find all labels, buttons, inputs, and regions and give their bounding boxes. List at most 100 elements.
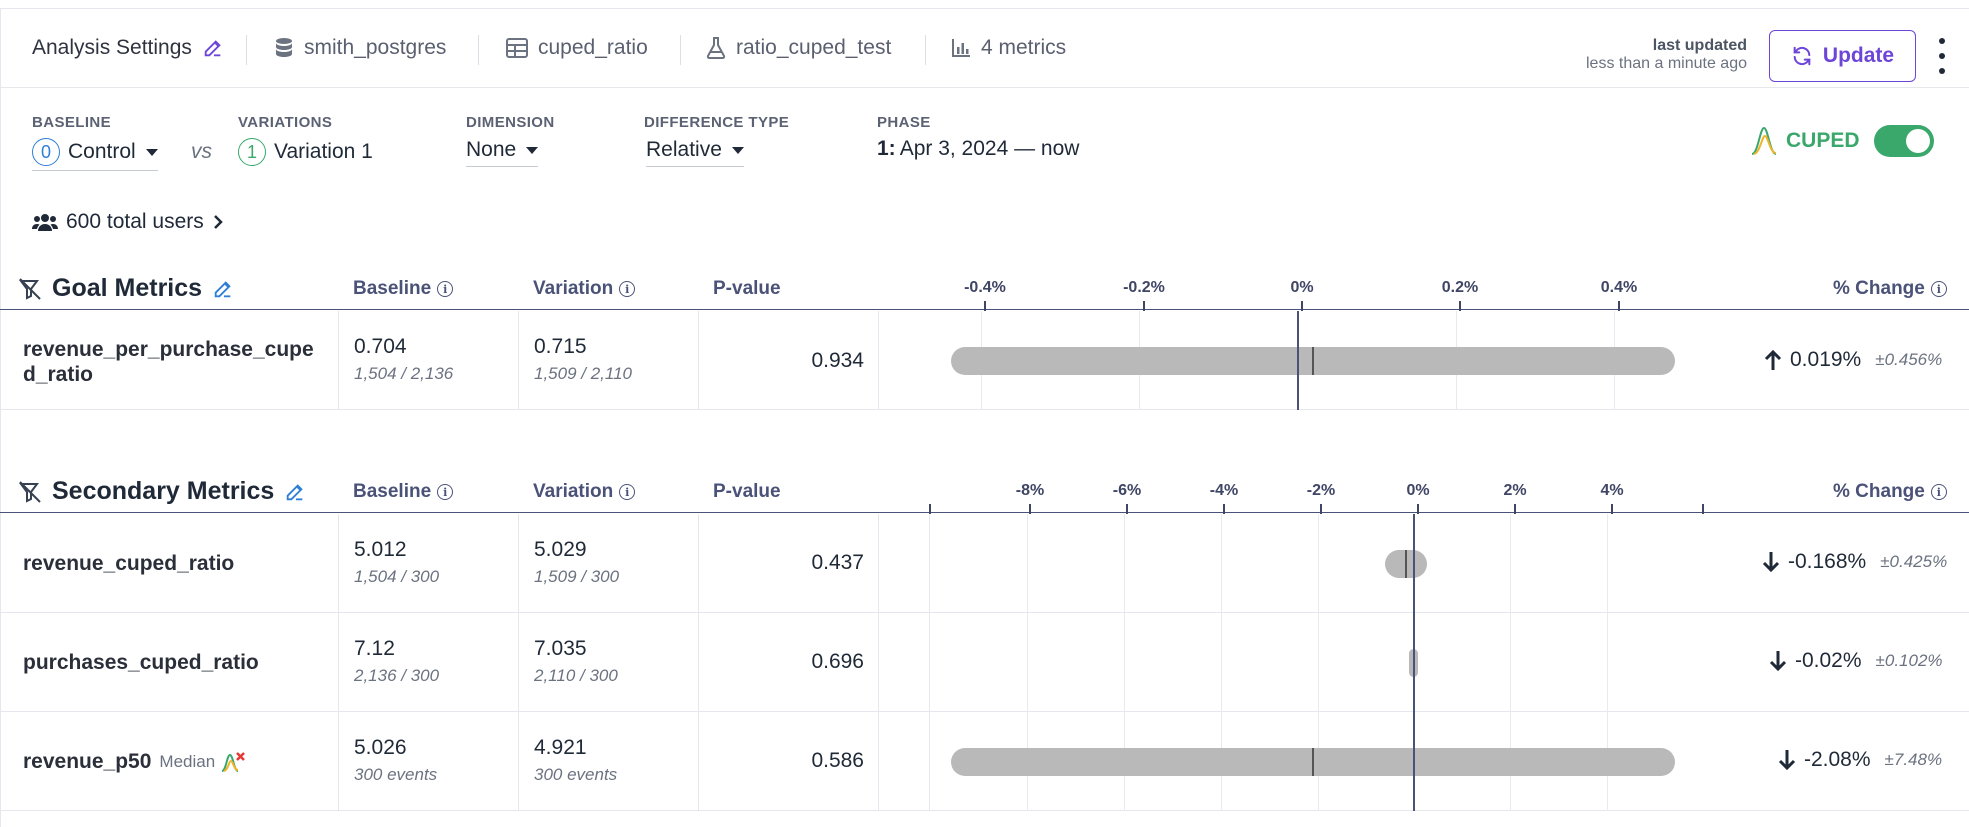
table-row[interactable]: revenue_p50 Median 5.026 300 events 4.92… bbox=[0, 712, 1969, 811]
baseline-events: 300 events bbox=[354, 765, 438, 784]
table-row[interactable]: revenue_cuped_ratio 5.012 1,504 / 300 5.… bbox=[0, 514, 1969, 613]
total-users-label: 600 total users bbox=[66, 210, 204, 233]
axis-tick-mark bbox=[1029, 504, 1031, 514]
grid-line bbox=[1124, 613, 1125, 712]
phase-value: Apr 3, 2024 — now bbox=[899, 137, 1080, 160]
axis-tick-mark bbox=[1459, 301, 1461, 311]
table-link[interactable]: cuped_ratio bbox=[506, 36, 648, 60]
flask-icon bbox=[706, 37, 726, 59]
axis-tick-label: 0.4% bbox=[1600, 279, 1638, 296]
point-estimate-mark bbox=[1312, 748, 1314, 776]
axis-tick-mark bbox=[1143, 301, 1145, 311]
variation-fraction: 1,509 / 300 bbox=[534, 567, 620, 586]
info-icon[interactable]: i bbox=[437, 281, 454, 297]
grid-line bbox=[1318, 514, 1319, 613]
info-icon[interactable]: i bbox=[619, 281, 636, 297]
edit-icon[interactable] bbox=[212, 278, 234, 300]
toolbar-divider bbox=[925, 35, 926, 65]
update-button[interactable]: Update bbox=[1769, 30, 1916, 82]
axis-tick-mark bbox=[1301, 301, 1303, 311]
baseline-column-header[interactable]: Baseline i bbox=[353, 481, 454, 503]
baseline-value: 5.012 bbox=[354, 538, 407, 561]
axis-tick-mark bbox=[1618, 301, 1620, 311]
cuped-label: CUPED bbox=[1786, 129, 1860, 152]
last-updated-label: last updated bbox=[1652, 37, 1747, 54]
dimension-select[interactable]: None bbox=[466, 138, 539, 167]
info-icon[interactable]: i bbox=[619, 484, 636, 500]
arrow-down-icon bbox=[1762, 552, 1780, 573]
last-updated: last updated less than a minute ago bbox=[1586, 37, 1747, 73]
metric-name[interactable]: revenue_p50 Median bbox=[23, 749, 247, 774]
change-value: -0.02% bbox=[1795, 649, 1862, 672]
change-column-header[interactable]: % Change i bbox=[1833, 278, 1947, 300]
info-icon[interactable]: i bbox=[437, 484, 454, 500]
grid-line bbox=[1510, 613, 1511, 712]
column-divider bbox=[878, 613, 879, 712]
table-row[interactable]: revenue_per_purchase_cupe d_ratio 0.704 … bbox=[0, 311, 1969, 410]
analysis-settings-button[interactable]: Analysis Settings bbox=[32, 36, 224, 60]
column-divider bbox=[698, 712, 699, 811]
baseline-select[interactable]: 0 Control bbox=[32, 138, 158, 171]
info-icon[interactable]: i bbox=[1930, 484, 1947, 500]
metric-name-text: revenue_p50 bbox=[23, 750, 152, 773]
difference-type-select[interactable]: Relative bbox=[646, 138, 744, 167]
metric-name[interactable]: revenue_per_purchase_cupe d_ratio bbox=[23, 337, 314, 387]
baseline-column-header[interactable]: Baseline i bbox=[353, 278, 454, 300]
variation-select[interactable]: 1 Variation 1 bbox=[238, 138, 373, 166]
chevron-right-icon bbox=[213, 215, 223, 229]
analysis-toolbar: Analysis Settings smith_postgres cuped_r… bbox=[0, 8, 1969, 88]
bar-chart-icon bbox=[952, 39, 970, 57]
change-col-label: % Change bbox=[1833, 481, 1925, 502]
refresh-icon bbox=[1793, 46, 1811, 66]
toolbar-divider bbox=[478, 35, 479, 65]
info-icon[interactable]: i bbox=[1930, 281, 1947, 297]
pvalue-column-header: P-value bbox=[713, 481, 781, 503]
table-row[interactable]: purchases_cuped_ratio 7.12 2,136 / 300 7… bbox=[0, 613, 1969, 712]
grid-line bbox=[1221, 514, 1222, 613]
phase-number: 1: bbox=[877, 137, 896, 160]
change-column-header[interactable]: % Change i bbox=[1833, 481, 1947, 503]
variation-events: 300 events bbox=[534, 765, 618, 784]
column-divider bbox=[878, 712, 879, 811]
baseline-value: Control bbox=[68, 140, 136, 163]
baseline-fraction: 2,136 / 300 bbox=[354, 666, 440, 685]
experiment-link[interactable]: ratio_cuped_test bbox=[706, 36, 891, 60]
arrow-up-icon bbox=[1764, 349, 1782, 370]
filter-off-icon[interactable] bbox=[18, 277, 42, 300]
pvalue-col-label: P-value bbox=[713, 278, 781, 299]
variation-fraction: 2,110 / 300 bbox=[534, 666, 618, 685]
variation-column-header[interactable]: Variation i bbox=[533, 278, 636, 300]
metric-name[interactable]: revenue_cuped_ratio bbox=[23, 552, 235, 575]
filter-off-icon[interactable] bbox=[18, 480, 42, 503]
total-users-link[interactable]: 600 total users bbox=[32, 210, 224, 234]
dimension-value: None bbox=[466, 138, 517, 161]
column-divider bbox=[929, 613, 930, 712]
datasource-link[interactable]: smith_postgres bbox=[274, 36, 446, 60]
metrics-count: 4 metrics bbox=[981, 36, 1067, 59]
goal-metrics-title: Goal Metrics bbox=[52, 274, 203, 302]
analysis-settings-label: Analysis Settings bbox=[32, 36, 192, 59]
metric-name-line: d_ratio bbox=[23, 363, 94, 386]
axis-tick-mark bbox=[1126, 504, 1128, 514]
pvalue: 0.934 bbox=[811, 349, 864, 372]
database-icon bbox=[276, 38, 292, 57]
metric-name[interactable]: purchases_cuped_ratio bbox=[23, 651, 259, 674]
pvalue: 0.696 bbox=[811, 650, 864, 673]
pvalue: 0.437 bbox=[811, 551, 864, 574]
variation-index-badge: 1 bbox=[238, 138, 266, 166]
column-divider bbox=[878, 311, 879, 410]
axis-end-tick bbox=[1702, 504, 1704, 514]
more-options-icon[interactable] bbox=[1934, 38, 1950, 74]
phase-select[interactable]: 1: Apr 3, 2024 — now bbox=[877, 137, 1079, 161]
baseline-value: 0.704 bbox=[354, 335, 407, 358]
variation-column-header[interactable]: Variation i bbox=[533, 481, 636, 503]
edit-icon[interactable] bbox=[202, 37, 224, 59]
column-divider bbox=[518, 514, 519, 613]
metrics-count-link[interactable]: 4 metrics bbox=[951, 36, 1066, 60]
variations-label: VARIATIONS bbox=[238, 114, 333, 131]
edit-icon[interactable] bbox=[284, 481, 306, 503]
baseline-index-badge: 0 bbox=[32, 138, 60, 166]
percent-change: 0.019% ±0.456% bbox=[1764, 348, 1942, 372]
cuped-toggle[interactable] bbox=[1874, 125, 1934, 157]
variation-value: 0.715 bbox=[534, 335, 587, 358]
